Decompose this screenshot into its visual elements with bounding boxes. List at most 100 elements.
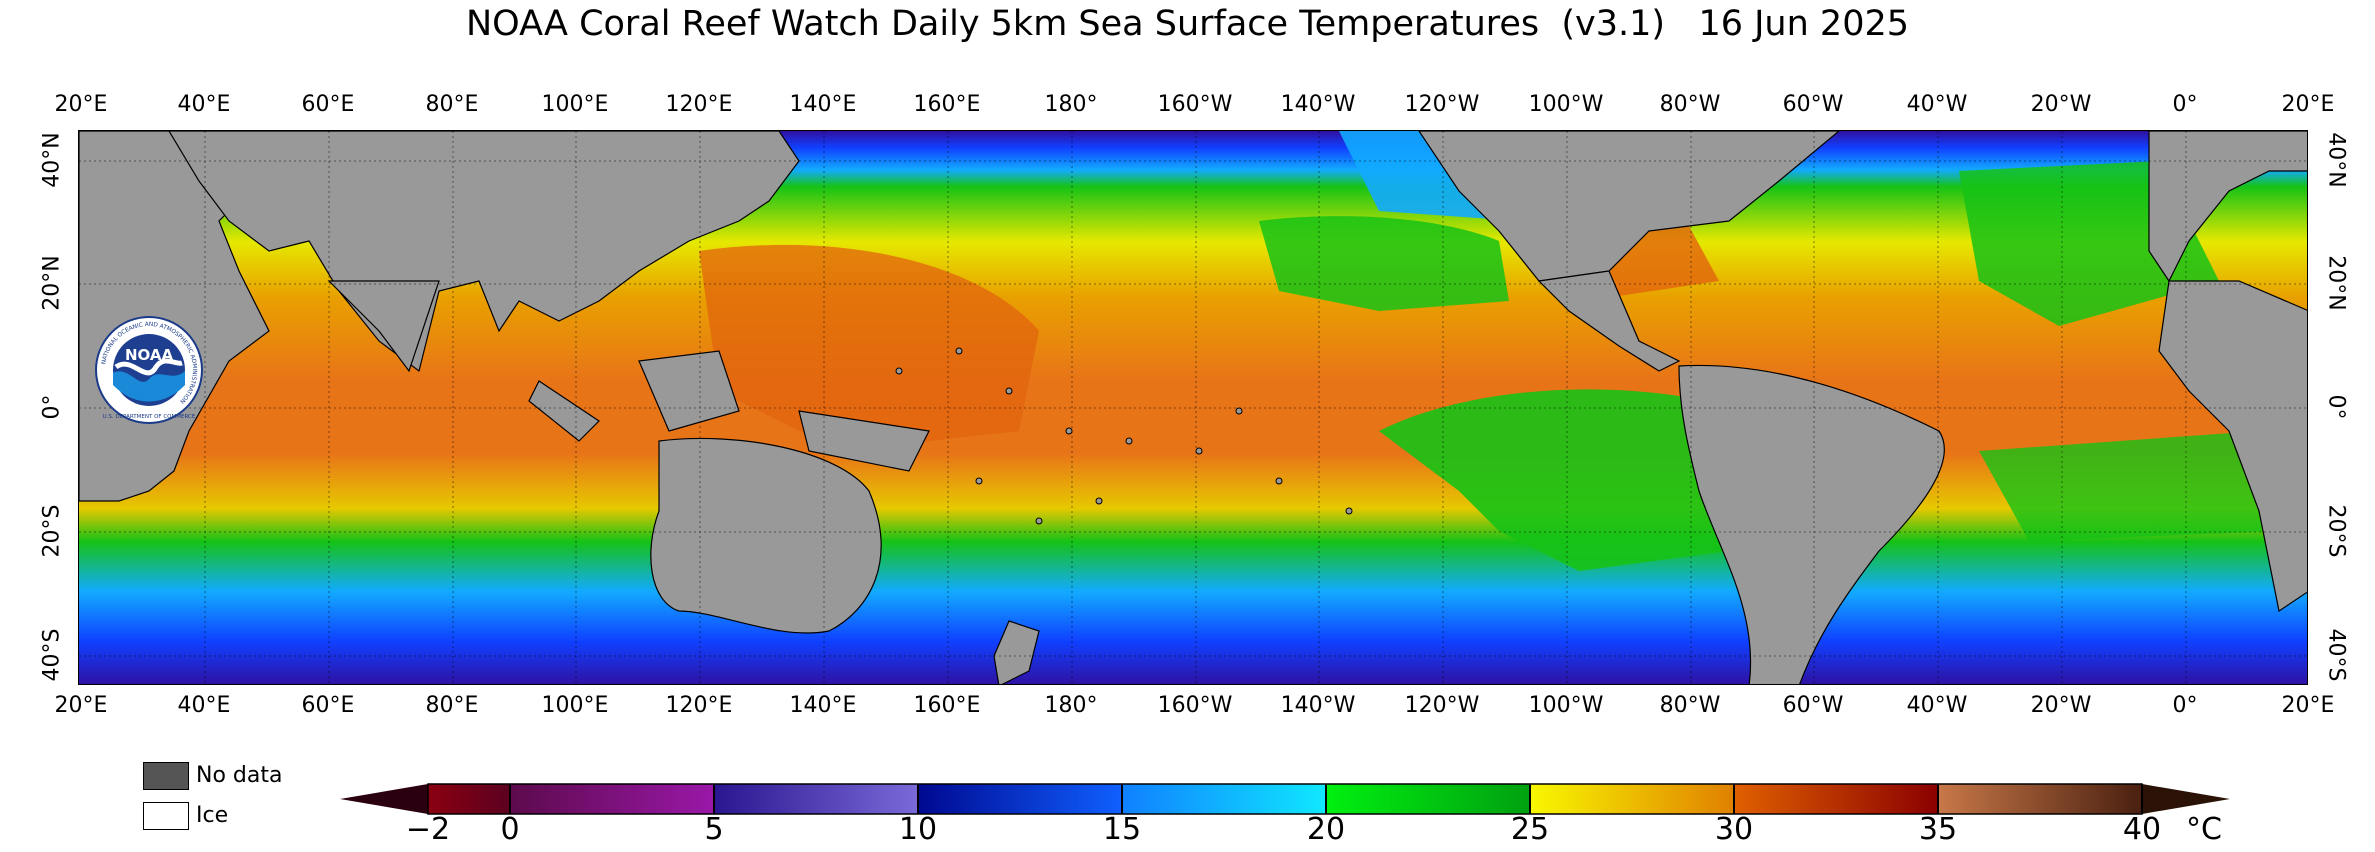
lon-label: 80°W bbox=[1659, 693, 1721, 718]
lat-label: 40°N bbox=[39, 132, 65, 188]
colorbar-segment bbox=[714, 784, 918, 814]
colorbar-segment bbox=[1734, 784, 1938, 814]
lat-label: 20°N bbox=[2323, 255, 2349, 311]
land-europe-north bbox=[2148, 131, 2307, 283]
land-masses bbox=[79, 131, 2307, 684]
lon-label: 180° bbox=[1044, 92, 1098, 117]
east-pacific-green-north bbox=[1259, 216, 1509, 311]
lon-label: 120°E bbox=[665, 92, 733, 117]
lon-label: 40°W bbox=[1906, 693, 1968, 718]
lon-label: 160°E bbox=[913, 693, 981, 718]
lon-label: 40°E bbox=[177, 693, 231, 718]
land-india bbox=[327, 280, 440, 373]
ice-swatch bbox=[143, 802, 189, 830]
colorbar-segment bbox=[428, 784, 510, 814]
map-title: NOAA Coral Reef Watch Daily 5km Sea Surf… bbox=[465, 4, 1909, 44]
colorbar-tick-label: 35 bbox=[1918, 812, 1958, 847]
lon-label: 140°E bbox=[789, 92, 857, 117]
east-pacific-cool-tongue bbox=[1379, 389, 1729, 571]
top-longitude-labels: 20°E 40°E 60°E 80°E 100°E 120°E 140°E 16… bbox=[0, 92, 2375, 126]
sst-map-graphic bbox=[79, 131, 2307, 684]
lat-label: 0° bbox=[2323, 394, 2349, 420]
lat-label: 40°S bbox=[39, 628, 65, 682]
lon-label: 120°W bbox=[1404, 92, 1480, 117]
lon-label: 60°E bbox=[301, 693, 355, 718]
right-latitude-labels: 40°N 20°N 0° 20°S 40°S bbox=[2320, 0, 2350, 852]
lon-label: 160°W bbox=[1157, 693, 1233, 718]
colorbar-segment bbox=[510, 784, 714, 814]
lon-label: 40°W bbox=[1906, 92, 1968, 117]
lon-label: 120°E bbox=[665, 693, 733, 718]
lon-label: 140°E bbox=[789, 693, 857, 718]
lon-label: 80°W bbox=[1659, 92, 1721, 117]
lon-label: 180° bbox=[1044, 693, 1098, 718]
noaa-logo[interactable]: NOAA NATIONAL OCEANIC AND ATMOSPHERIC AD… bbox=[94, 315, 204, 425]
temperature-colorbar bbox=[340, 783, 2230, 815]
south-atlantic-green bbox=[1979, 431, 2279, 541]
colorbar-tick-label: 0 bbox=[500, 812, 520, 847]
lon-label: 60°W bbox=[1782, 693, 1844, 718]
lon-label: 20°E bbox=[2281, 693, 2335, 718]
land-new-zealand bbox=[993, 620, 1040, 684]
lat-label: 20°S bbox=[39, 504, 65, 558]
lon-label: 60°W bbox=[1782, 92, 1844, 117]
land-north-america bbox=[1418, 131, 1840, 282]
ice-label: Ice bbox=[196, 803, 229, 828]
logo-text: NOAA bbox=[125, 346, 174, 364]
lat-label: 20°S bbox=[2323, 504, 2349, 558]
lon-label: 100°W bbox=[1528, 92, 1604, 117]
lon-label: 20°E bbox=[54, 693, 108, 718]
colorbar-min-extension bbox=[340, 784, 428, 814]
colorbar-unit: °C bbox=[2186, 812, 2222, 847]
lat-label: 40°N bbox=[2323, 132, 2349, 188]
lon-label: 0° bbox=[2172, 693, 2198, 718]
no-data-label: No data bbox=[196, 763, 283, 788]
colorbar-tick-label: 40 bbox=[2122, 812, 2162, 847]
land-africa-east bbox=[2158, 280, 2307, 612]
land-new-guinea bbox=[798, 410, 930, 472]
land-south-america bbox=[1678, 364, 1945, 684]
lon-label: 0° bbox=[2172, 92, 2198, 117]
lat-label: 0° bbox=[39, 394, 65, 420]
colorbar-tick-label: −2 bbox=[405, 812, 451, 847]
colorbar-tick-label: 10 bbox=[898, 812, 938, 847]
lon-label: 160°E bbox=[913, 92, 981, 117]
lon-label: 20°W bbox=[2030, 693, 2092, 718]
colorbar-tick-label: 5 bbox=[704, 812, 724, 847]
colorbar-tick-label: 25 bbox=[1510, 812, 1550, 847]
no-data-swatch bbox=[143, 762, 189, 790]
sst-map[interactable] bbox=[78, 130, 2308, 685]
colorbar-segment bbox=[1122, 784, 1326, 814]
graticule bbox=[79, 131, 2307, 684]
bottom-longitude-labels: 20°E 40°E 60°E 80°E 100°E 120°E 140°E 16… bbox=[0, 693, 2375, 727]
warm-pool-core bbox=[699, 244, 1039, 451]
lon-label: 60°E bbox=[301, 92, 355, 117]
lon-label: 80°E bbox=[425, 92, 479, 117]
left-latitude-labels: 40°N 20°N 0° 20°S 40°S bbox=[38, 0, 68, 852]
colorbar-tick-label: 15 bbox=[1102, 812, 1142, 847]
land-asia bbox=[168, 131, 800, 373]
lon-label: 140°W bbox=[1280, 92, 1356, 117]
colorbar-segment bbox=[918, 784, 1122, 814]
logo-bottom-text: U.S. DEPARTMENT OF COMMERCE bbox=[103, 414, 196, 420]
colorbar-tick-label: 20 bbox=[1306, 812, 1346, 847]
lon-label: 140°W bbox=[1280, 693, 1356, 718]
lon-label: 40°E bbox=[177, 92, 231, 117]
lon-label: 120°W bbox=[1404, 693, 1480, 718]
colorbar-tick-label: 30 bbox=[1714, 812, 1754, 847]
colorbar-segment bbox=[1326, 784, 1530, 814]
lon-label: 20°W bbox=[2030, 92, 2092, 117]
lon-label: 100°E bbox=[541, 92, 609, 117]
pacific-islands bbox=[895, 347, 1353, 525]
lat-label: 20°N bbox=[39, 255, 65, 311]
lon-label: 100°E bbox=[541, 693, 609, 718]
lon-label: 100°W bbox=[1528, 693, 1604, 718]
colorbar-segment bbox=[1530, 784, 1734, 814]
lon-label: 160°W bbox=[1157, 92, 1233, 117]
lat-label: 40°S bbox=[2323, 628, 2349, 682]
lon-label: 80°E bbox=[425, 693, 479, 718]
colorbar-max-extension bbox=[2142, 784, 2230, 814]
colorbar-segment bbox=[1938, 784, 2142, 814]
lon-label: 20°E bbox=[2281, 92, 2335, 117]
land-central-america bbox=[1537, 270, 1681, 372]
